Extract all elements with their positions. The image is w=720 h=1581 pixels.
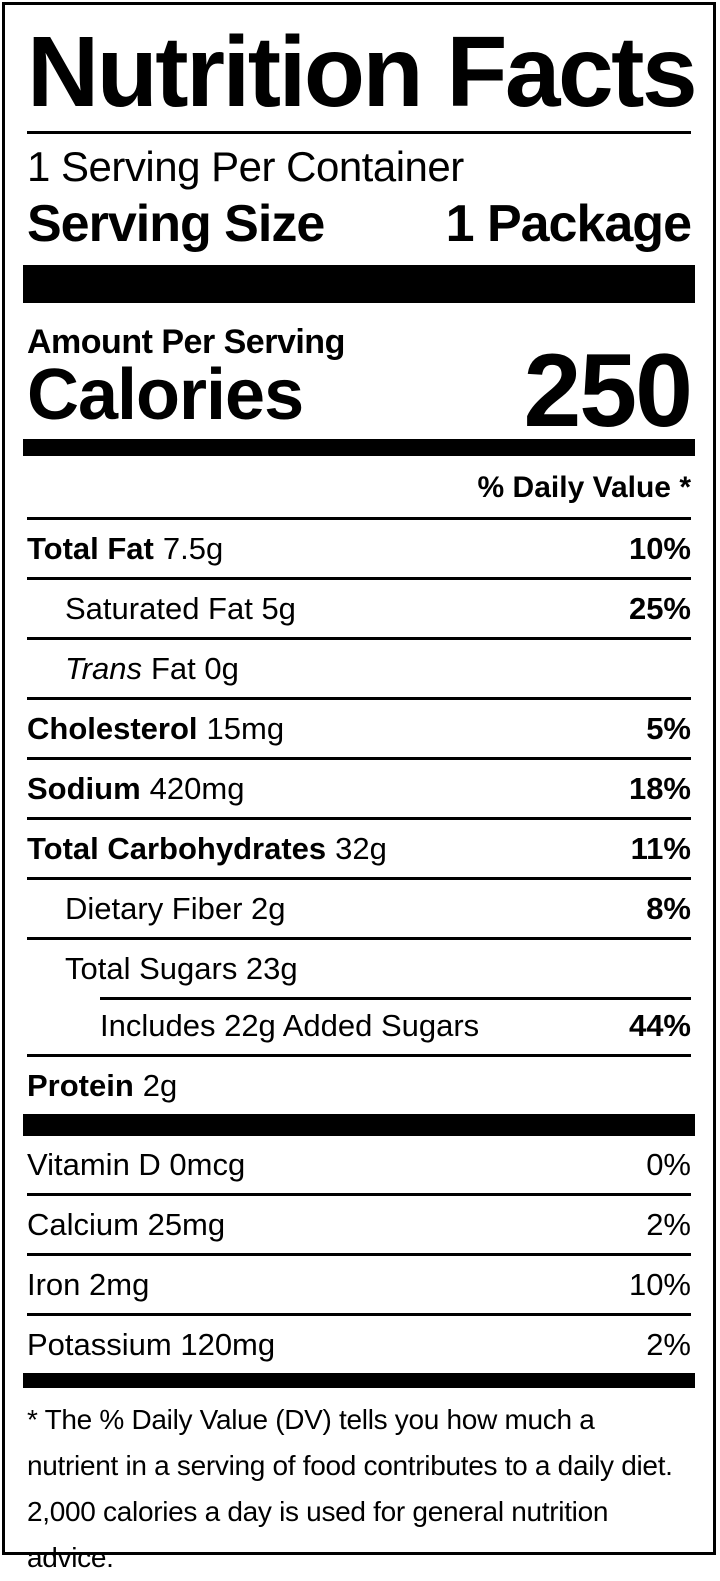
servings-per-container: 1 Serving Per Container (27, 143, 464, 190)
nutrient-amount: Potassium 120mg (27, 1326, 276, 1362)
footnote: * The % Daily Value (DV) tells you how m… (27, 1404, 673, 1573)
nutrient-row-saturated-fat: Saturated Fat 5g 25% (27, 577, 691, 637)
calories-label: Calories (27, 355, 304, 435)
nutrient-dv: 18% (628, 770, 691, 806)
nutrient-dv: 2% (646, 1326, 691, 1362)
nutrient-row-total-sugars: Total Sugars 23g (27, 937, 691, 997)
nutrient-amount: 2g (142, 1067, 178, 1103)
micronutrient-row-potassium: Potassium 120mg 2% (27, 1313, 691, 1373)
nutrient-row-trans-fat: Trans Fat 0g (27, 637, 691, 697)
nutrient-name: Total Carbohydrates (27, 830, 327, 866)
nutrient-amount: Calcium 25mg (27, 1206, 226, 1242)
calories-value: 250 (523, 333, 693, 449)
nutrient-name: Sodium (27, 770, 141, 806)
nutrient-name: Trans (65, 650, 142, 686)
nutrient-dv: 2% (646, 1206, 691, 1242)
nutrient-amount: Vitamin D 0mcg (27, 1146, 246, 1182)
nutrient-name: Total Fat (27, 530, 154, 566)
daily-value-header: % Daily Value * (477, 471, 691, 504)
micronutrient-rows: Vitamin D 0mcg 0% Calcium 25mg 2% Iron 2… (27, 1136, 691, 1373)
nutrient-amount: Total Sugars 23g (65, 950, 298, 986)
nutrient-dv: 8% (646, 890, 691, 926)
label-title: Nutrition Facts (27, 16, 698, 128)
divider-bar-vitamins (23, 1114, 695, 1136)
nutrient-amount: Includes 22g Added Sugars (100, 1007, 480, 1043)
nutrient-amount: Dietary Fiber 2g (65, 890, 286, 926)
serving-size-value: 1 Package (445, 195, 692, 253)
nutrient-dv: 44% (628, 1007, 691, 1043)
nutrient-name: Protein (27, 1067, 134, 1103)
divider-bar-medium (23, 439, 695, 456)
divider-bar-thick (23, 265, 695, 303)
calories-section: Amount Per Serving Calories 250 (27, 323, 693, 443)
nutrient-row-cholesterol: Cholesterol 15mg 5% (27, 697, 691, 757)
nutrient-amount: Saturated Fat 5g (65, 590, 296, 626)
nutrient-amount: 420mg (149, 770, 245, 806)
nutrient-amount: Fat 0g (150, 650, 239, 686)
nutrient-dv: 10% (628, 1266, 691, 1302)
nutrient-name: Cholesterol (27, 710, 198, 746)
nutrient-amount: 7.5g (162, 530, 224, 566)
nutrient-dv: 0% (646, 1146, 691, 1182)
micronutrient-row-vitamin-d: Vitamin D 0mcg 0% (27, 1136, 691, 1193)
nutrient-row-total-fat: Total Fat 7.5g 10% (27, 517, 691, 577)
nutrient-amount: 15mg (206, 710, 285, 746)
nutrient-amount: Iron 2mg (27, 1266, 150, 1302)
nutrient-row-dietary-fiber: Dietary Fiber 2g 8% (27, 877, 691, 937)
nutrient-rows: Total Fat 7.5g 10% Saturated Fat 5g 25% … (27, 517, 691, 1114)
nutrient-dv: 11% (630, 830, 691, 866)
nutrient-dv: 5% (646, 710, 691, 746)
nutrient-row-protein: Protein 2g (27, 1054, 691, 1114)
nutrient-row-added-sugars: Includes 22g Added Sugars 44% (27, 997, 691, 1054)
serving-size-label: Serving Size (27, 195, 325, 253)
micronutrient-row-calcium: Calcium 25mg 2% (27, 1193, 691, 1253)
divider-bar-footnote (23, 1373, 695, 1388)
amount-per-serving-label: Amount Per Serving (27, 323, 345, 361)
micronutrient-row-iron: Iron 2mg 10% (27, 1253, 691, 1313)
title-divider (27, 131, 691, 134)
nutrient-row-sodium: Sodium 420mg 18% (27, 757, 691, 817)
serving-size-row: Serving Size 1 Package (27, 195, 692, 253)
nutrient-row-total-carbohydrates: Total Carbohydrates 32g 11% (27, 817, 691, 877)
nutrient-dv: 25% (628, 590, 691, 626)
nutrient-dv: 10% (628, 530, 691, 566)
nutrient-amount: 32g (335, 830, 387, 866)
